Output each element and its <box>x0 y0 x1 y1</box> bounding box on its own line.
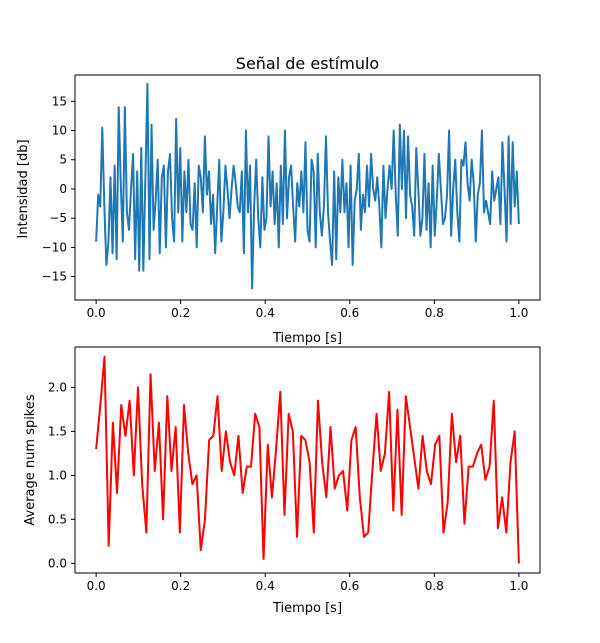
y-tick-label: 5 <box>59 153 67 167</box>
y-axis-ticks: 0.0 0.5 1.0 1.5 2.0 <box>48 380 75 570</box>
x-axis-label: Tiempo [s] <box>272 331 342 346</box>
x-tick-label: 0.0 <box>87 579 106 593</box>
y-tick-label: 0.5 <box>48 512 67 526</box>
y-tick-label: 1.5 <box>48 424 67 438</box>
y-tick-label: 15 <box>52 94 67 108</box>
y-tick-label: −15 <box>42 270 67 284</box>
x-axis-label: Tiempo [s] <box>272 601 342 616</box>
x-tick-label: 0.6 <box>340 579 359 593</box>
plot-area <box>95 355 520 564</box>
series-line-0 <box>95 82 520 290</box>
x-tick-label: 0.6 <box>340 306 359 320</box>
y-axis-ticks: −15 −10 −5 0 5 10 15 <box>42 94 75 284</box>
y-tick-label: 2.0 <box>48 380 67 394</box>
x-tick-label: 0.4 <box>256 306 275 320</box>
chart-title: Señal de estímulo <box>236 54 379 73</box>
y-tick-label: −10 <box>42 240 67 254</box>
x-tick-label: 0.2 <box>171 306 190 320</box>
x-tick-label: 0.0 <box>87 306 106 320</box>
axes-frame <box>74 74 541 301</box>
y-axis-label: Intensidad [db] <box>16 139 31 238</box>
x-tick-label: 0.8 <box>425 306 444 320</box>
plot-area <box>95 82 520 290</box>
x-tick-label: 1.0 <box>509 579 528 593</box>
x-tick-label: 1.0 <box>509 306 528 320</box>
x-tick-label: 0.4 <box>256 579 275 593</box>
axes-frame <box>74 346 541 574</box>
x-axis-ticks: 0.0 0.2 0.4 0.6 0.8 1.0 <box>87 573 528 593</box>
series-line-0 <box>95 355 520 564</box>
x-tick-label: 0.8 <box>425 579 444 593</box>
chart-average-spikes: 0.0 0.2 0.4 0.6 0.8 1.0 0.0 0.5 1.0 1.5 2.0 Tiemp… <box>23 346 541 616</box>
y-tick-label: 10 <box>52 124 67 138</box>
y-tick-label: 0 <box>59 182 67 196</box>
y-tick-label: 0.0 <box>48 556 67 570</box>
x-axis-ticks: 0.0 0.2 0.4 0.6 0.8 1.0 <box>87 300 528 320</box>
y-axis-label: Average num spikes <box>23 394 38 525</box>
x-tick-label: 0.2 <box>171 579 190 593</box>
y-tick-label: −5 <box>49 211 67 225</box>
y-tick-label: 1.0 <box>48 468 67 482</box>
chart-stimulus-signal: Señal de estímulo 0.0 0.2 0.4 0.6 0.8 1.0 −15… <box>16 54 541 346</box>
